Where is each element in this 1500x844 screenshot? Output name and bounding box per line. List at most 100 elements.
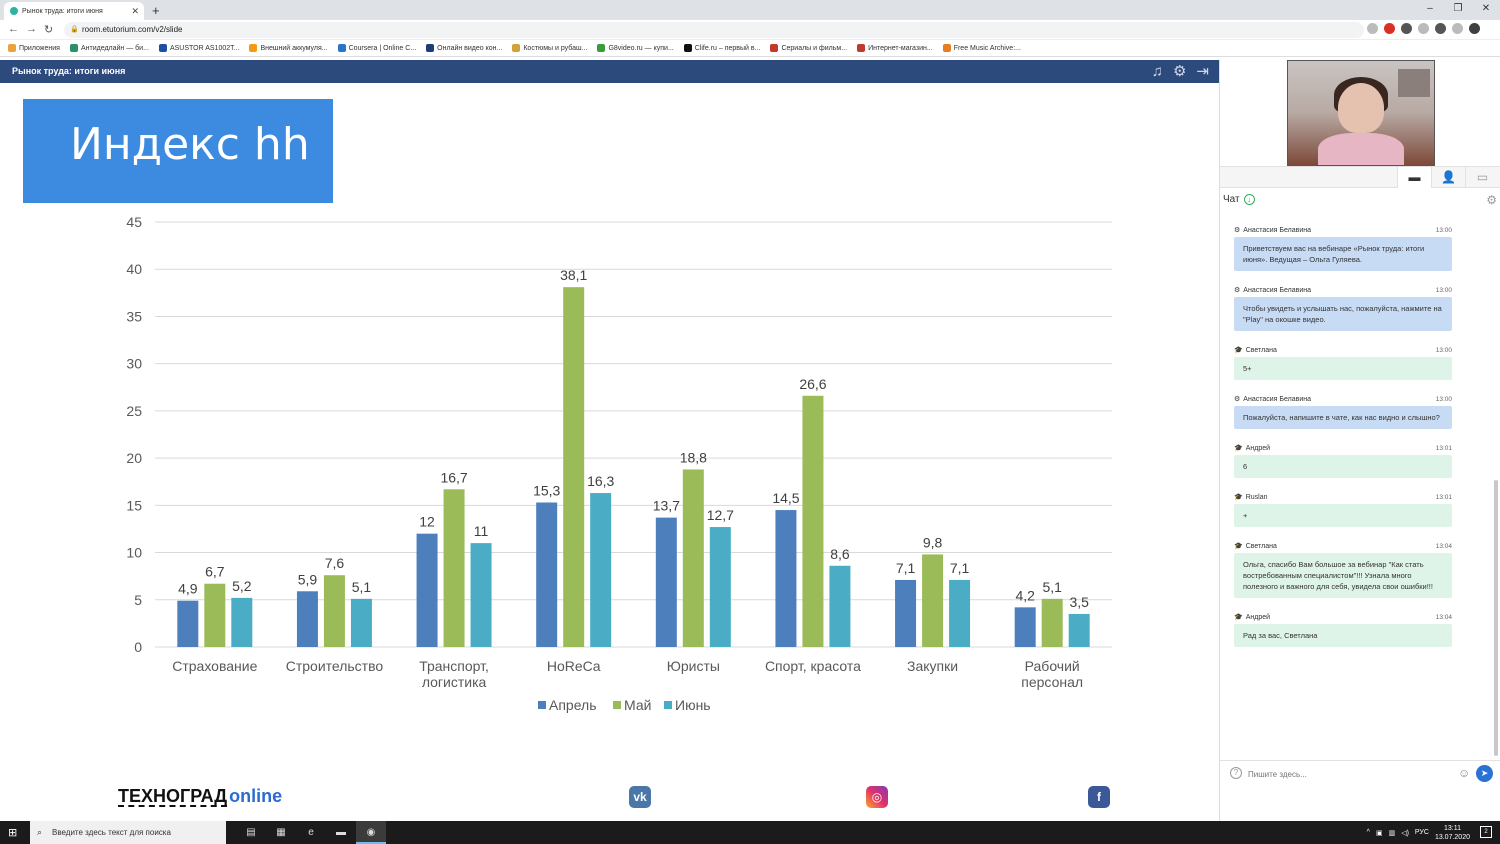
exit-icon[interactable]: ⇥ [1196,63,1209,80]
folder-icon[interactable]: ▬ [336,827,346,838]
message-time: 13:04 [1435,614,1452,621]
notification-center-button[interactable]: 2 [1480,826,1492,838]
bar-Апрель [416,533,438,647]
bar-Апрель [177,600,199,647]
data-label: 18,8 [680,449,707,465]
data-label: 7,6 [325,555,345,571]
browser-tab[interactable]: Рынок труда: итоги июня ✕ [4,2,144,20]
chrome-icon[interactable]: ◉ [356,821,386,844]
help-icon[interactable]: ? [1230,767,1242,779]
chat-message: 🎓 Ruslan 13:01 + [1234,492,1452,527]
star-icon[interactable] [1367,23,1378,34]
chat-settings-icon[interactable]: ⚙ [1486,193,1497,207]
bar-Апрель [775,510,797,647]
extension-icon[interactable] [1418,23,1429,34]
bookmark-favicon-icon [8,44,16,52]
bookmark-item[interactable]: Интернет-магазин... [857,44,933,52]
taskbar-search[interactable]: ⌕ Введите здесь текст для поиска [30,821,226,844]
bookmark-item[interactable]: Онлайн видео кон... [426,44,502,52]
maximize-button[interactable]: ❐ [1453,3,1463,14]
presenter-video[interactable] [1287,60,1435,166]
language-indicator[interactable]: РУС [1414,829,1429,836]
facebook-icon[interactable]: f [1088,786,1110,808]
bookmark-item[interactable]: Clife.ru – первый в... [683,44,760,52]
instagram-icon[interactable]: ◎ [866,786,888,808]
puzzle-icon[interactable] [1435,23,1446,34]
bar-Июнь [350,598,372,647]
forward-button[interactable]: → [26,23,37,35]
data-label: 12 [419,514,435,530]
close-window-button[interactable]: ✕ [1481,3,1491,14]
bookmark-favicon-icon [337,44,346,52]
message-author-wrap: ⚙ Анастасия Белавина [1234,394,1311,406]
webinar-sidebar: ▬ 👤 ▭ Чат ↓ ⚙ ⚙ Анастасия Белавина 13:00 Пр… [1219,60,1500,821]
bookmark-favicon-icon [857,44,866,52]
bookmark-item[interactable]: G8video.ru — купи... [597,44,674,52]
bookmark-label: Костюмы и рубаш... [523,44,588,52]
bookmark-item[interactable]: Антидедлайн — би... [69,44,149,52]
bookmark-item[interactable]: Внешний аккумуля... [249,44,328,52]
bookmark-item[interactable]: ASUSTOR AS1002T... [158,44,239,52]
y-tick-label: 45 [126,214,142,230]
data-label: 8,6 [830,546,850,562]
clock[interactable]: 13:11 13.07.2020 [1435,824,1470,842]
new-tab-button[interactable]: + [152,3,160,18]
bookmark-item[interactable]: Приложения [8,44,60,52]
network-icon[interactable]: ▥ [1388,829,1396,837]
task-view-icon[interactable]: ▤ [246,827,256,838]
browser-tab-bar: Рынок труда: итоги июня ✕ + – ❐ ✕ [0,0,1500,20]
reload-button[interactable]: ↻ [44,24,54,36]
tray-app-icon[interactable]: ▣ [1375,829,1383,837]
gear-icon[interactable]: ⚙ [1172,63,1187,80]
profile-avatar[interactable] [1469,23,1480,34]
message-author: Светлана [1245,347,1277,354]
extension-abp-icon[interactable] [1384,23,1395,34]
message-author: Ruslan [1245,494,1268,501]
bookmark-item[interactable]: Сериалы и фильм... [770,44,847,52]
moderator-gear-icon: ⚙ [1234,287,1241,294]
data-label: 16,7 [440,469,467,485]
data-label: 11 [474,523,489,539]
tray-chevron-icon[interactable]: ^ [1366,829,1370,836]
chat-scrollbar[interactable] [1494,480,1498,756]
download-icon[interactable]: ↓ [1243,194,1255,205]
presenter-face [1338,83,1384,133]
tab-participants[interactable]: 👤 [1431,167,1465,188]
emoji-icon[interactable]: ☺ [1458,766,1471,780]
extension-icon[interactable] [1401,23,1412,34]
send-button[interactable]: ➤ [1476,765,1493,782]
message-author-wrap: ⚙ Анастасия Белавина [1234,285,1311,297]
data-label: 7,1 [950,560,970,576]
bookmark-item[interactable]: Free Music Archive:... [942,44,1021,52]
start-button[interactable]: ⊞ [8,827,18,839]
url-text: room.etutorium.com/v2/slide [82,25,183,34]
chat-input[interactable] [1248,767,1448,781]
x-tick-label: Страхование [172,658,257,674]
data-label: 38,1 [560,267,587,283]
bookmark-label: Онлайн видео кон... [437,44,503,52]
extension-icon[interactable] [1452,23,1463,34]
volume-icon[interactable]: ◁) [1401,829,1409,837]
bookmark-item[interactable]: Костюмы и рубаш... [512,44,587,52]
music-icon[interactable]: ♫ [1151,63,1163,80]
tab-close-icon[interactable]: ✕ [131,5,139,16]
x-tick-label: Закупки [907,658,958,674]
tab-chat[interactable]: ▬ [1397,167,1431,188]
y-tick-label: 35 [126,308,142,324]
legend-swatch [613,701,621,709]
tab-files[interactable]: ▭ [1465,167,1499,188]
bar-Май [1041,598,1063,647]
vk-icon[interactable]: vk [629,786,651,808]
presentation-slide: Индекс hh 0 5 10 15 20 25 30 35 40 45 4,9 6,7 5,2 Стр… [0,83,1219,821]
edge-icon[interactable]: e [308,827,314,838]
back-button[interactable]: ← [8,23,19,35]
legend-entry: Апрель [549,697,597,713]
bookmark-item[interactable]: Coursera | Online C... [337,44,416,52]
url-field[interactable]: 🔒 room.etutorium.com/v2/slide [64,22,1364,38]
bar-Май [922,554,944,647]
x-tick-label: логистика [422,674,487,690]
bar-Май [204,583,226,647]
minimize-button[interactable]: – [1427,3,1433,14]
legend-swatch [664,701,672,709]
desktop-app-icon[interactable]: ▦ [276,827,286,838]
